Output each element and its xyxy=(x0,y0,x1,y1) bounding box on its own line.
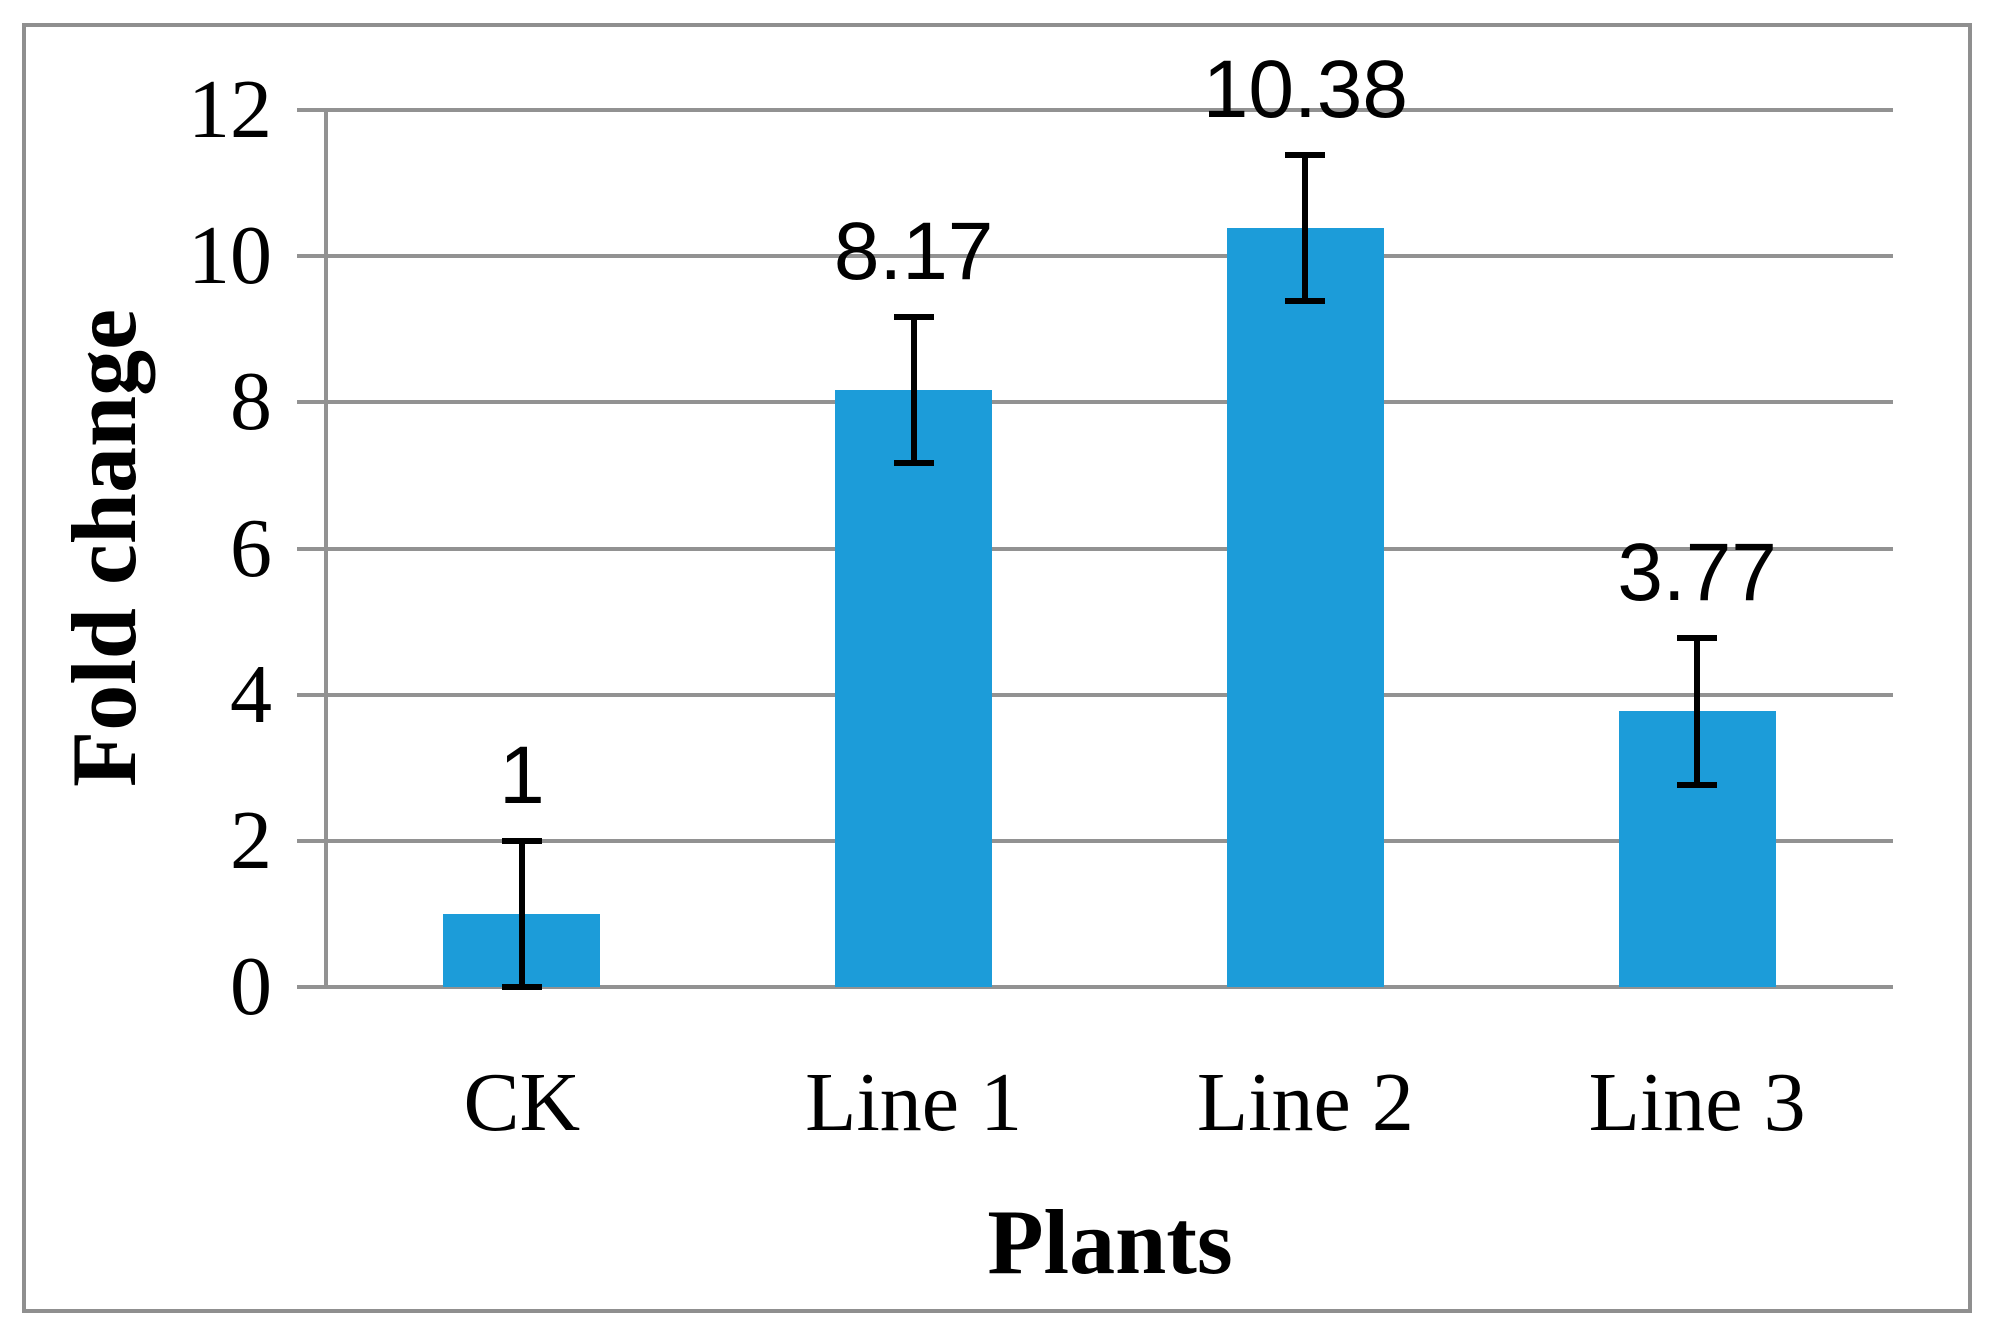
error-bar-bottom-cap xyxy=(893,459,934,466)
gridline-y-10 xyxy=(297,254,1893,259)
error-bar-top-cap xyxy=(1677,635,1718,642)
gridline-y-0 xyxy=(297,985,1893,989)
y-axis-title: Fold change xyxy=(53,309,155,787)
error-bar-bottom-cap xyxy=(1677,781,1718,788)
y-tick-label: 6 xyxy=(230,501,272,595)
gridline-y-2 xyxy=(297,838,1893,843)
x-category-label: CK xyxy=(463,1056,581,1149)
x-category-label: Line 3 xyxy=(1588,1056,1806,1149)
data-label: 3.77 xyxy=(1617,527,1777,619)
bar-line-1 xyxy=(835,389,993,987)
y-tick-label: 8 xyxy=(230,355,272,449)
error-bar-top-cap xyxy=(1285,152,1326,159)
gridline-y-12 xyxy=(297,108,1893,112)
y-tick-label: 12 xyxy=(188,63,272,156)
y-tick-label: 2 xyxy=(230,793,272,887)
y-tick-label: 10 xyxy=(188,209,272,303)
error-bar xyxy=(910,316,917,463)
error-bar xyxy=(1302,155,1309,302)
bar-line-2 xyxy=(1226,228,1384,987)
data-label: 10.38 xyxy=(1202,44,1408,136)
y-tick-label: 4 xyxy=(230,647,272,741)
x-category-label: Line 2 xyxy=(1196,1056,1414,1149)
y-tick-label: 0 xyxy=(230,940,272,1033)
x-axis-title: Plants xyxy=(987,1191,1233,1293)
x-category-label: Line 1 xyxy=(805,1056,1023,1149)
error-bar-bottom-cap xyxy=(501,984,542,990)
data-label: 1 xyxy=(499,729,545,821)
y-axis-line xyxy=(324,110,328,989)
error-bar-top-cap xyxy=(501,837,542,844)
gridline-y-8 xyxy=(297,400,1893,405)
gridline-y-6 xyxy=(297,546,1893,551)
error-bar xyxy=(1694,638,1701,785)
data-label: 8.17 xyxy=(833,205,994,297)
error-bar-bottom-cap xyxy=(1285,298,1326,305)
gridline-y-4 xyxy=(297,692,1893,697)
error-bar-top-cap xyxy=(893,313,934,320)
error-bar xyxy=(518,840,525,987)
chart-frame xyxy=(22,23,1972,1313)
